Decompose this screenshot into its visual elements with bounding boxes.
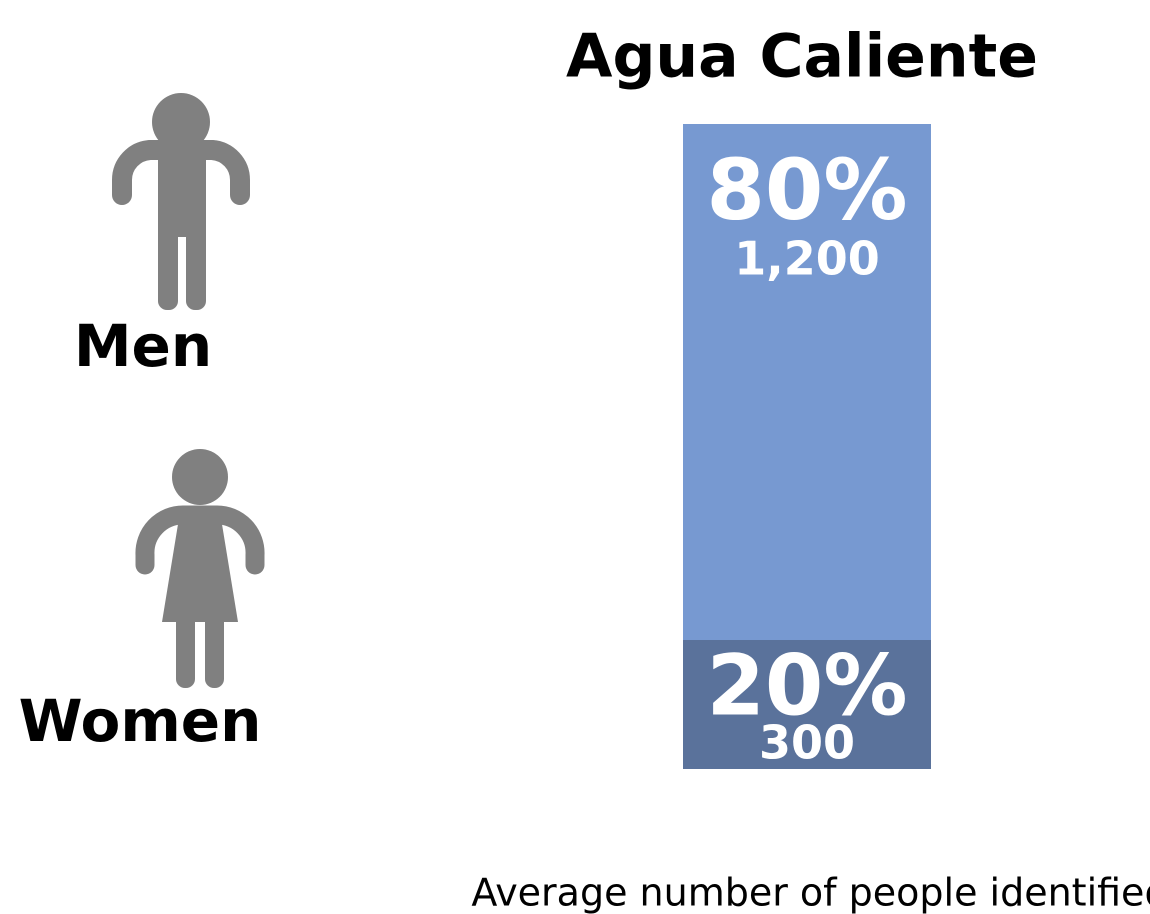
percent-label: 80% <box>706 141 907 239</box>
x-axis-label: Average number of people identified <box>471 871 1150 914</box>
count-label: 300 <box>759 715 855 769</box>
count-label: 1,200 <box>734 232 880 286</box>
percent-label: 20% <box>706 637 907 735</box>
men-icon <box>111 93 251 310</box>
legend-label: Men <box>74 312 212 380</box>
chart-title: Agua Caliente <box>566 22 1038 92</box>
legend-label: Women <box>19 687 262 755</box>
women-icon <box>135 449 265 688</box>
bar-segment <box>683 640 931 769</box>
bar-segment <box>683 124 931 640</box>
